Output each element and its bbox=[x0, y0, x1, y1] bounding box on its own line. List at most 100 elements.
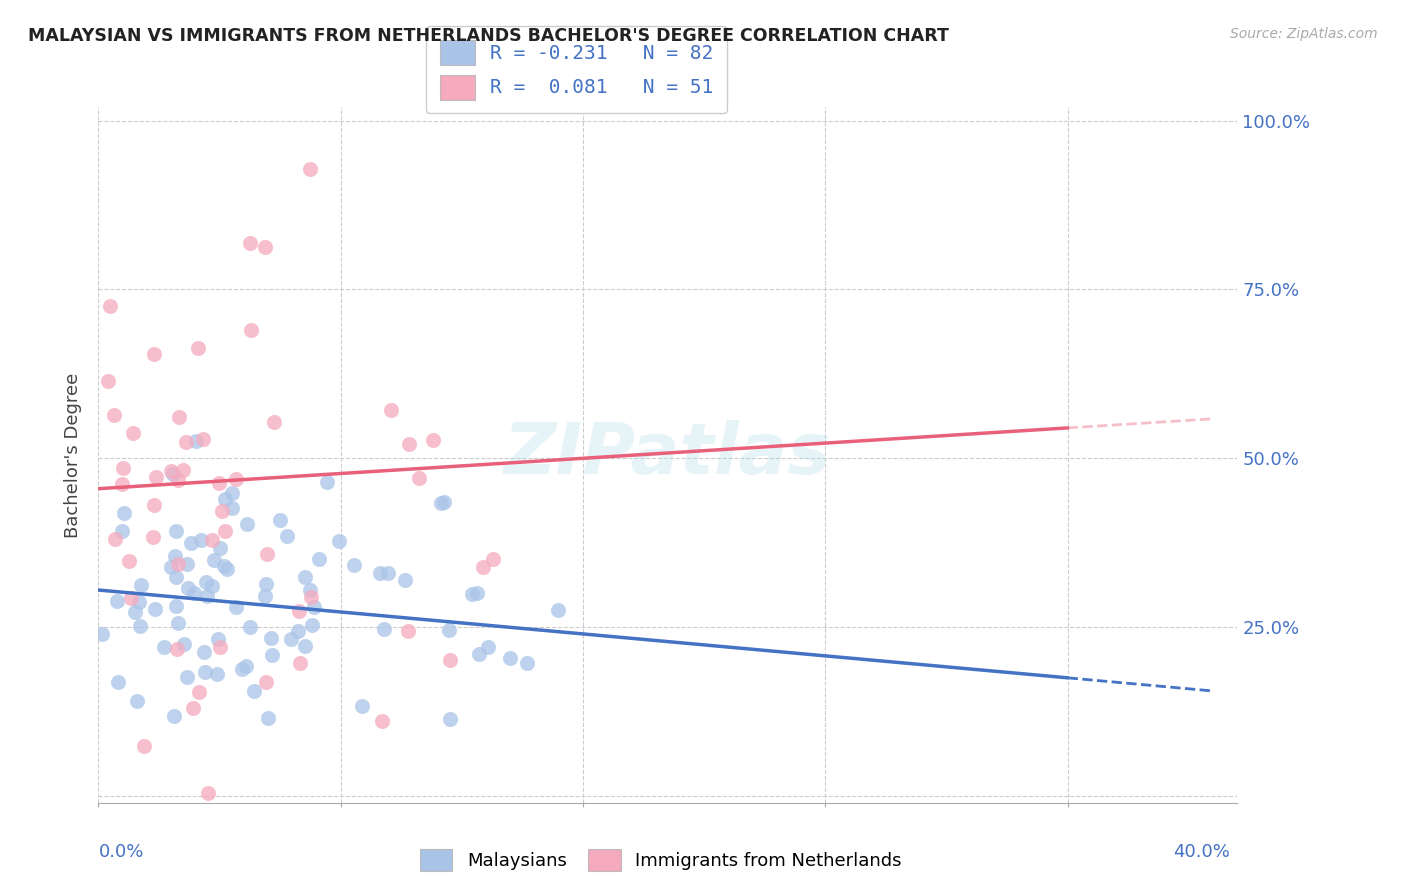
Point bbox=[176, 558, 198, 572]
Point bbox=[235, 659, 257, 673]
Point bbox=[477, 640, 499, 654]
Point bbox=[201, 579, 224, 593]
Point bbox=[481, 552, 503, 566]
Point bbox=[91, 627, 114, 641]
Point bbox=[260, 632, 283, 646]
Point bbox=[328, 533, 350, 548]
Point bbox=[191, 433, 214, 447]
Point bbox=[516, 656, 538, 670]
Text: 40.0%: 40.0% bbox=[1174, 843, 1230, 861]
Point bbox=[298, 582, 321, 597]
Point bbox=[181, 700, 204, 714]
Point bbox=[368, 566, 391, 581]
Point bbox=[288, 603, 311, 617]
Point bbox=[208, 640, 231, 655]
Text: Source: ZipAtlas.com: Source: ZipAtlas.com bbox=[1230, 27, 1378, 41]
Point bbox=[111, 524, 134, 538]
Point bbox=[221, 501, 243, 516]
Point bbox=[202, 552, 225, 566]
Point bbox=[112, 460, 135, 475]
Point bbox=[111, 476, 134, 491]
Point bbox=[288, 656, 311, 670]
Point bbox=[120, 591, 142, 606]
Point bbox=[142, 530, 165, 544]
Point bbox=[167, 557, 190, 571]
Point bbox=[276, 529, 298, 543]
Point bbox=[254, 589, 277, 603]
Y-axis label: Bachelor's Degree: Bachelor's Degree bbox=[65, 372, 83, 538]
Point bbox=[467, 585, 489, 599]
Point bbox=[308, 551, 330, 566]
Point bbox=[433, 494, 456, 508]
Point bbox=[112, 506, 135, 520]
Point bbox=[394, 573, 416, 587]
Point bbox=[205, 666, 228, 681]
Point bbox=[225, 472, 247, 486]
Point bbox=[129, 619, 152, 633]
Point bbox=[194, 575, 217, 590]
Text: MALAYSIAN VS IMMIGRANTS FROM NETHERLANDS BACHELOR'S DEGREE CORRELATION CHART: MALAYSIAN VS IMMIGRANTS FROM NETHERLANDS… bbox=[28, 27, 949, 45]
Point bbox=[299, 162, 322, 177]
Point bbox=[253, 240, 276, 254]
Point bbox=[243, 684, 266, 698]
Point bbox=[162, 467, 184, 482]
Point bbox=[165, 599, 187, 613]
Point bbox=[145, 470, 167, 484]
Point bbox=[190, 533, 212, 548]
Point bbox=[159, 464, 181, 478]
Point bbox=[256, 547, 278, 561]
Point bbox=[315, 475, 337, 489]
Point bbox=[173, 637, 195, 651]
Point bbox=[280, 632, 302, 646]
Point bbox=[124, 605, 146, 619]
Point bbox=[254, 576, 277, 591]
Point bbox=[177, 581, 200, 595]
Point bbox=[165, 549, 187, 563]
Point bbox=[143, 498, 166, 512]
Point bbox=[97, 375, 120, 389]
Point bbox=[301, 590, 323, 604]
Point bbox=[153, 640, 176, 654]
Point bbox=[350, 698, 373, 713]
Point bbox=[439, 712, 461, 726]
Point bbox=[209, 541, 232, 556]
Point bbox=[121, 425, 143, 440]
Point bbox=[498, 650, 520, 665]
Point bbox=[294, 570, 316, 584]
Point bbox=[163, 708, 186, 723]
Point bbox=[201, 533, 224, 547]
Point bbox=[472, 559, 495, 574]
Point bbox=[214, 524, 236, 538]
Point bbox=[167, 410, 190, 425]
Point bbox=[294, 639, 316, 653]
Point bbox=[239, 323, 262, 337]
Point bbox=[174, 434, 197, 449]
Point bbox=[269, 512, 291, 526]
Point bbox=[239, 235, 262, 250]
Point bbox=[396, 624, 419, 639]
Legend: Malaysians, Immigrants from Netherlands: Malaysians, Immigrants from Netherlands bbox=[412, 842, 910, 879]
Point bbox=[254, 675, 277, 690]
Point bbox=[214, 492, 236, 507]
Point bbox=[180, 536, 202, 550]
Point bbox=[166, 642, 188, 657]
Point bbox=[422, 434, 444, 448]
Point bbox=[370, 714, 392, 728]
Point bbox=[128, 595, 150, 609]
Point bbox=[167, 473, 190, 487]
Point bbox=[143, 347, 166, 361]
Point bbox=[104, 533, 127, 547]
Point bbox=[105, 594, 128, 608]
Point bbox=[197, 786, 219, 800]
Point bbox=[125, 694, 148, 708]
Point bbox=[439, 623, 461, 637]
Point bbox=[118, 554, 141, 568]
Point bbox=[304, 600, 326, 615]
Point bbox=[380, 403, 402, 417]
Point bbox=[172, 463, 194, 477]
Point bbox=[211, 503, 233, 517]
Point bbox=[398, 437, 420, 451]
Point bbox=[547, 603, 569, 617]
Point bbox=[103, 409, 125, 423]
Point bbox=[165, 524, 187, 538]
